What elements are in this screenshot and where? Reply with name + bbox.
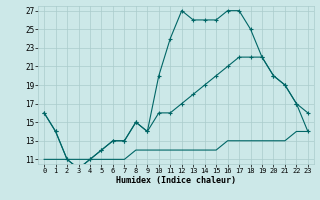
X-axis label: Humidex (Indice chaleur): Humidex (Indice chaleur): [116, 176, 236, 185]
